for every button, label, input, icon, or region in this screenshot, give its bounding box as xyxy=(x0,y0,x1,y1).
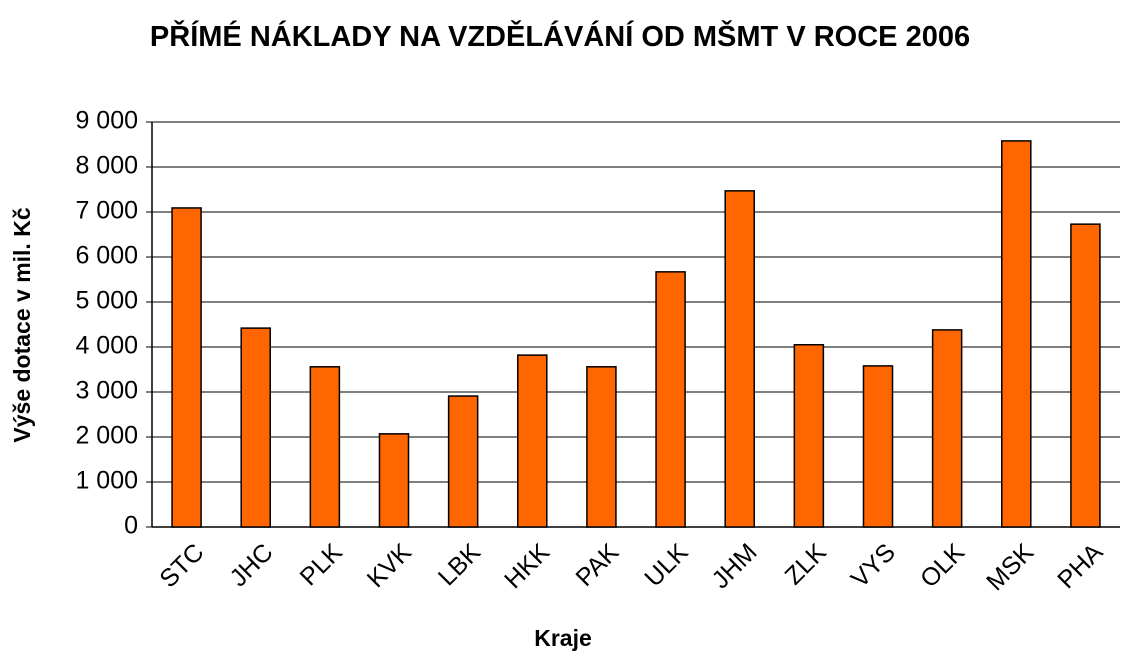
y-tick-label: 5 000 xyxy=(75,287,138,315)
bar xyxy=(309,366,341,528)
x-tick-label: MSK xyxy=(981,538,1039,596)
y-tick-label: 1 000 xyxy=(75,467,138,495)
bar xyxy=(1070,223,1101,528)
y-tick-label: 0 xyxy=(124,512,138,540)
x-tick-label: HKK xyxy=(499,538,555,594)
bar xyxy=(240,327,271,528)
y-tick-label: 9 000 xyxy=(75,107,138,135)
x-tick-label: JHC xyxy=(224,538,278,592)
x-tick-label: ZLK xyxy=(780,538,832,590)
bar xyxy=(793,344,825,528)
bar xyxy=(931,329,963,528)
x-tick-label: PHA xyxy=(1052,538,1108,594)
x-tick-label: KVK xyxy=(362,538,417,593)
bar xyxy=(1001,140,1032,528)
y-tick-label: 6 000 xyxy=(75,242,138,270)
bar xyxy=(586,366,617,528)
chart-title: PŘÍMÉ NÁKLADY NA VZDĚLÁVÁNÍ OD MŠMT V RO… xyxy=(149,21,971,53)
y-tick-label: 8 000 xyxy=(75,152,138,180)
x-tick-label: JHM xyxy=(706,538,762,594)
y-tick-label: 2 000 xyxy=(75,422,138,450)
bar xyxy=(517,354,548,528)
bar xyxy=(724,190,755,528)
x-tick-label: STC xyxy=(154,538,209,593)
x-tick-label: ULK xyxy=(639,538,693,592)
y-tick-label: 7 000 xyxy=(75,197,138,225)
x-tick-label: LBK xyxy=(433,538,486,591)
bar xyxy=(171,207,202,528)
bar xyxy=(378,433,410,528)
x-tick-label: PLK xyxy=(295,538,348,591)
y-tick-label: 4 000 xyxy=(75,332,138,360)
bar xyxy=(447,395,479,528)
x-tick-label: OLK xyxy=(915,538,970,593)
bar xyxy=(862,365,894,528)
y-axis-title: Výše dotace v mil. Kč xyxy=(9,207,35,442)
x-tick-label: PAK xyxy=(570,538,624,592)
bar xyxy=(655,271,686,528)
x-tick-label: VYS xyxy=(846,538,901,593)
x-axis-title: Kraje xyxy=(534,625,592,651)
y-tick-label: 3 000 xyxy=(75,377,138,405)
